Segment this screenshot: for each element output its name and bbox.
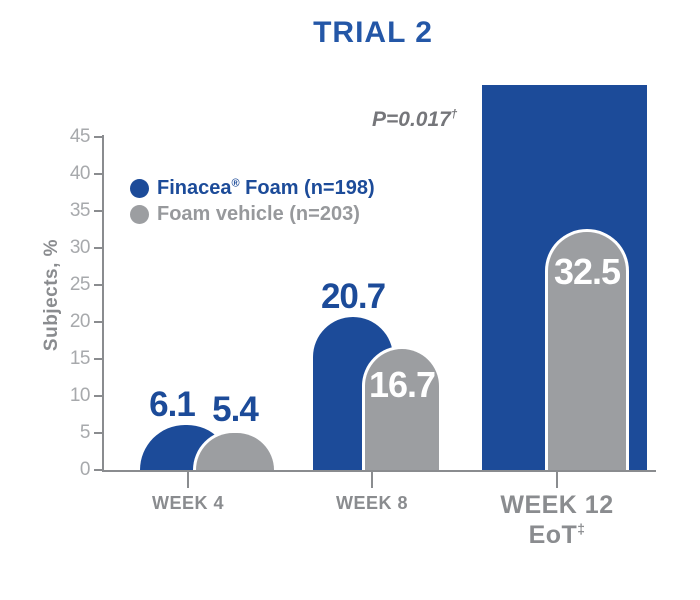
y-tick-label: 5 — [79, 422, 91, 443]
y-tick-label: 15 — [69, 348, 91, 369]
x-tick-mark — [371, 472, 373, 488]
legend-dot-icon — [130, 204, 149, 224]
y-tick-label: 20 — [69, 311, 91, 332]
bar-value-label: 20.7 — [320, 277, 386, 316]
bar-vehicle-week12 — [545, 229, 629, 470]
chart-title: TRIAL 2 — [313, 16, 433, 49]
bar-vehicle-week8 — [362, 346, 442, 470]
y-tick-mark — [94, 321, 103, 323]
x-axis-label-week4: WEEK 4 — [151, 493, 224, 513]
bar-value-label: 32.5 — [553, 251, 621, 292]
legend-label: Finacea® Foam (n=198) — [157, 176, 375, 199]
y-tick-mark — [94, 395, 103, 397]
x-tick-mark — [556, 472, 558, 488]
y-axis-line — [102, 135, 104, 472]
x-axis-label-week12: WEEK 12 EoT‡ — [500, 491, 614, 549]
y-tick-label: 10 — [69, 385, 91, 406]
y-tick-mark — [94, 247, 103, 249]
bar-value-label: 5.4 — [212, 390, 259, 429]
p-value-dagger: † — [450, 109, 458, 121]
y-tick-mark — [94, 469, 103, 471]
bar-value-label: 16.7 — [368, 364, 436, 405]
y-tick-label: 45 — [69, 126, 91, 147]
legend-item-finacea: Finacea® Foam (n=198) — [130, 176, 375, 200]
legend-label: Foam vehicle (n=203) — [157, 202, 360, 225]
x-axis-label-week8: WEEK 8 — [335, 493, 408, 513]
y-tick-label: 0 — [79, 459, 91, 480]
legend-item-vehicle: Foam vehicle (n=203) — [130, 202, 360, 226]
p-value-annotation: P=0.017† — [372, 108, 457, 132]
y-tick-mark — [94, 173, 103, 175]
legend-dot-icon — [130, 178, 149, 198]
y-tick-label: 35 — [69, 200, 91, 221]
y-tick-mark — [94, 284, 103, 286]
y-tick-label: 40 — [69, 163, 91, 184]
y-tick-label: 25 — [69, 274, 91, 295]
y-tick-mark — [94, 210, 103, 212]
bar-value-label: 6.1 — [149, 385, 196, 424]
y-tick-mark — [94, 136, 103, 138]
p-value-text: P=0.017 — [372, 108, 451, 131]
y-tick-label: 30 — [69, 237, 91, 258]
y-tick-mark — [94, 432, 103, 434]
x-axis-line — [102, 470, 656, 472]
y-tick-mark — [94, 358, 103, 360]
x-tick-mark — [187, 472, 189, 488]
